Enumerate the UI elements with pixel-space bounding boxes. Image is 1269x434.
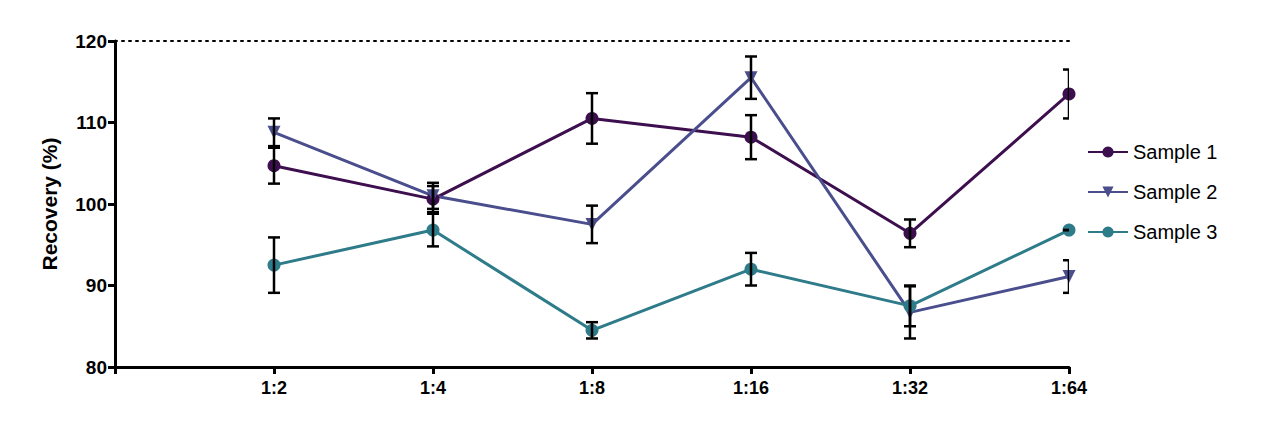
svg-text:1:16: 1:16 [733, 378, 769, 398]
svg-text:1:4: 1:4 [420, 378, 446, 398]
svg-text:100: 100 [75, 194, 107, 215]
svg-text:1:64: 1:64 [1051, 378, 1087, 398]
svg-text:Recovery (%): Recovery (%) [38, 137, 61, 270]
svg-text:Sample 2: Sample 2 [1133, 181, 1218, 203]
svg-text:110: 110 [76, 112, 107, 133]
svg-text:1:2: 1:2 [261, 378, 287, 398]
svg-text:120: 120 [75, 31, 107, 52]
svg-text:1:8: 1:8 [579, 378, 605, 398]
svg-text:Sample 3: Sample 3 [1133, 221, 1218, 243]
svg-text:80: 80 [86, 357, 107, 378]
svg-text:Sample 1: Sample 1 [1133, 141, 1218, 163]
svg-text:90: 90 [86, 275, 107, 296]
svg-text:1:32: 1:32 [892, 378, 928, 398]
